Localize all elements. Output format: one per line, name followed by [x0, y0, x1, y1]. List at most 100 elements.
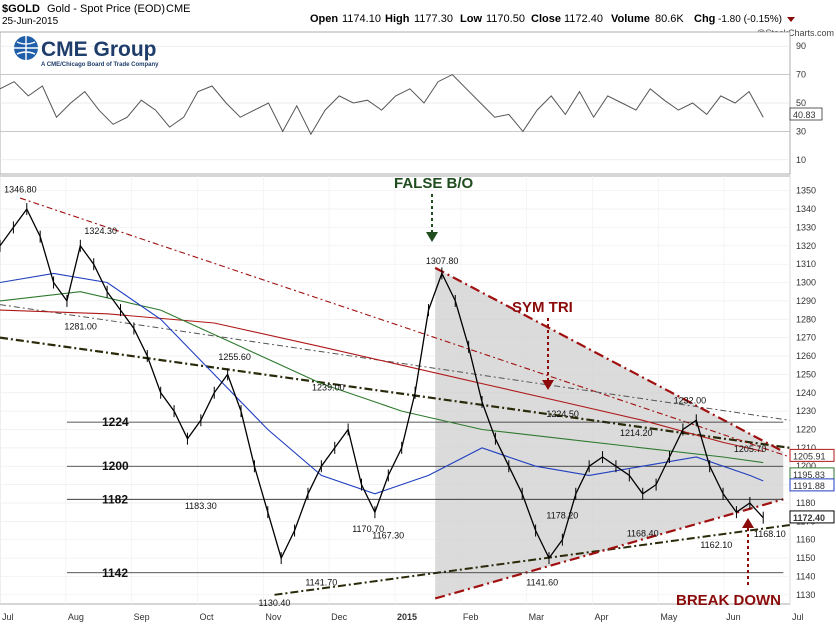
time-tick-label: 2015 [397, 612, 417, 622]
price-axis: 1130114011501160117011801190120012101220… [796, 186, 816, 600]
price-tick-label: 1270 [796, 333, 816, 343]
price-labels: 1346.80 1324.30 1281.00 1255.60 1183.30 1130.… [4, 185, 786, 609]
price-tick-label: 1180 [796, 498, 815, 508]
price-tick-label: 1300 [796, 278, 816, 288]
time-tick-label: Jul [2, 612, 14, 622]
price-point-label: 1183.30 [185, 501, 217, 511]
trendlines [0, 197, 791, 600]
price-point-label: 1239.00 [312, 383, 345, 393]
time-tick-label: Mar [529, 612, 545, 622]
open-value: 1174.10 [342, 13, 381, 25]
level-label: 1182 [102, 492, 128, 506]
high-label: High [385, 13, 410, 25]
time-tick-label: Nov [265, 612, 282, 622]
rsi-tick-label: 10 [796, 155, 806, 165]
price-tick-label: 1260 [796, 351, 816, 361]
false-breakout-annotation: FALSE B/O [394, 175, 474, 192]
long-downtrend-line [0, 336, 791, 449]
rsi-grid [0, 45, 790, 161]
triangle-lower-line [434, 498, 784, 600]
ma-green-line [0, 291, 764, 464]
rsi-last-box [789, 107, 823, 121]
price-point-label: 1224.50 [546, 409, 579, 419]
down-arrow-icon [787, 17, 795, 22]
axis-value-label: 1205.91 [793, 451, 826, 461]
price-tick-label: 1310 [796, 259, 816, 269]
price-point-label: 1178.20 [546, 510, 578, 520]
logo-text: CME Group [41, 38, 157, 61]
time-tick-label: Jun [726, 612, 741, 622]
price-point-label: 1167.30 [372, 530, 404, 540]
false-breakout-arrow-icon [426, 232, 438, 242]
time-axis: Jul Aug Sep Oct Nov Dec 2015 Feb Mar Apr May Jun Jul [2, 612, 804, 622]
price-point-label: 1205.70 [734, 444, 767, 454]
price-tick-label: 1150 [796, 553, 815, 563]
chg-value: -1.80 (-0.15%) [718, 14, 782, 25]
long-uptrend-line [274, 524, 791, 596]
price-point-label: 1162.10 [700, 540, 732, 550]
low-label: Low [460, 13, 482, 25]
triangle-shade [435, 267, 784, 599]
price-tick-label: 1140 [796, 571, 815, 581]
price-point-label: 1141.60 [526, 578, 558, 588]
globe-lines [14, 36, 38, 60]
price-tick-label: 1160 [796, 535, 815, 545]
sym-tri-arrow-icon [542, 380, 554, 390]
cme-logo: CME Group A CME/Chicago Board of Trade C… [14, 36, 159, 68]
price-point-label: 1168.10 [754, 529, 786, 539]
price-point-label: 1130.40 [258, 598, 290, 608]
axis-value-label: 1191.88 [793, 481, 825, 491]
price-point-label: 1214.20 [620, 428, 653, 438]
date-label: 25-Jun-2015 [2, 16, 59, 27]
rsi-line [0, 73, 764, 136]
low-value: 1170.50 [486, 13, 525, 25]
axis-value-box [789, 448, 835, 462]
price-tick-label: 1210 [796, 443, 816, 453]
exchange-label: CME [166, 3, 190, 15]
rsi-last-value: 40.83 [793, 110, 816, 120]
rsi-ticks: 10 30 50 70 90 [796, 41, 806, 165]
volume-value: 80.6K [655, 13, 684, 25]
price-point-label: 1141.70 [305, 577, 337, 587]
price-tick-label: 1320 [796, 241, 816, 251]
time-tick-label: Feb [463, 612, 479, 622]
symbol-label: $GOLD [2, 3, 40, 15]
open-label: Open [310, 13, 338, 25]
price-point-label: 1170.70 [352, 524, 384, 534]
price-point-label: 1324.30 [84, 226, 117, 236]
price-tick-label: 1130 [796, 590, 815, 600]
axis-value-box [789, 478, 835, 492]
close-value: 1172.40 [564, 13, 603, 25]
break-down-annotation: BREAK DOWN [676, 592, 781, 609]
chg-label: Chg [694, 13, 715, 25]
logo-subtext: A CME/Chicago Board of Trade Company [41, 62, 159, 68]
high-value: 1177.30 [414, 13, 453, 25]
price-tick-label: 1230 [796, 406, 816, 416]
horizontal-levels: 1224 1200 1182 1142 [66, 415, 784, 580]
rsi-tick-label: 70 [796, 70, 806, 80]
time-tick-label: Oct [200, 612, 215, 622]
price-point-label: 1346.80 [4, 185, 37, 195]
price-tick-label: 1330 [796, 222, 816, 232]
price-point-label: 1307.80 [426, 256, 459, 266]
rsi-tick-label: 50 [796, 98, 806, 108]
price-point-label: 1232.00 [674, 395, 707, 405]
price-tick-label: 1220 [796, 424, 816, 434]
price-point-label: 1255.60 [218, 352, 251, 362]
volume-label: Volume [611, 13, 650, 25]
level-label: 1224 [102, 415, 129, 429]
sym-tri-annotation: SYM TRI [512, 299, 573, 316]
axis-value-label: 1195.83 [793, 470, 825, 480]
price-point-label: 1168.40 [627, 528, 659, 538]
price-tick-label: 1240 [796, 388, 816, 398]
price-tick-label: 1340 [796, 204, 816, 214]
price-tick-label: 1280 [796, 314, 816, 324]
upper-resistance-line [19, 197, 791, 458]
price-point-label: 1281.00 [64, 321, 97, 331]
time-tick-label: May [660, 612, 678, 622]
price-tick-label: 1350 [796, 186, 816, 196]
price-tick-label: 1200 [796, 461, 816, 471]
watermark: @StockCharts.com [756, 28, 834, 38]
